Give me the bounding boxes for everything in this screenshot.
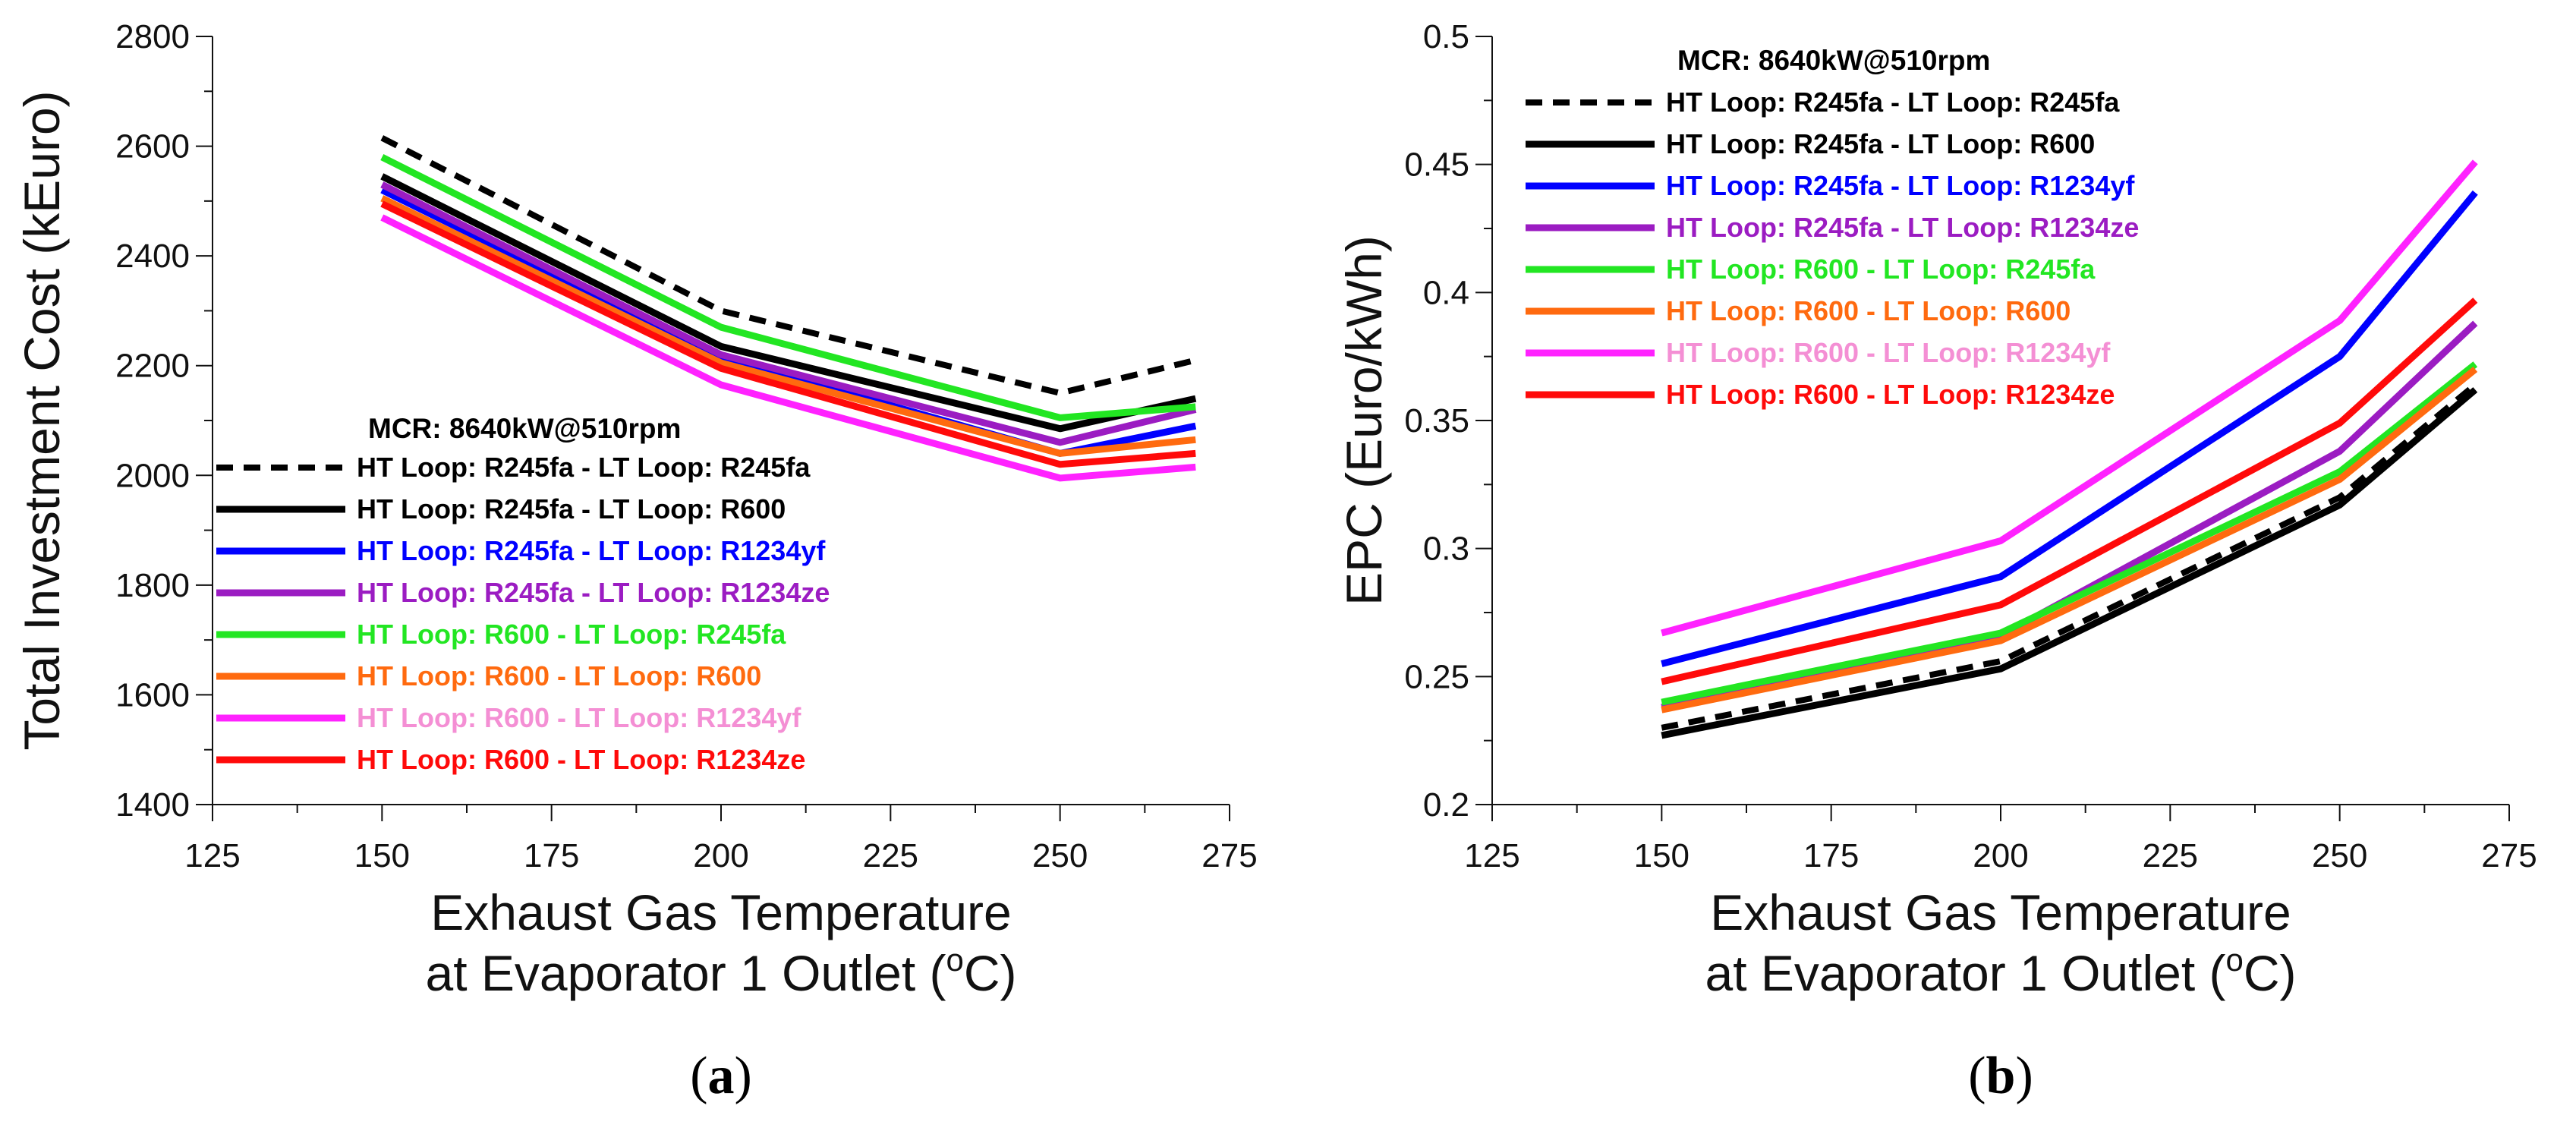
legend-label-2: HT Loop: R245fa - LT Loop: R600	[357, 493, 786, 524]
legend: MCR: 8640kW@510rpm HT Loop: R245fa - LT L…	[1526, 45, 2139, 410]
x-tick-label: 275	[2481, 837, 2537, 874]
y-tick-label: 2200	[115, 348, 190, 385]
x-tick-label: 250	[2312, 837, 2367, 874]
legend-label-8: HT Loop: R600 - LT Loop: R1234ze	[1666, 379, 2115, 410]
panel-label-letter: b	[1986, 1047, 2016, 1105]
panel-label: (a)	[690, 1047, 752, 1105]
y-tick-label: 0.3	[1423, 531, 1469, 568]
y-tick-label: 2600	[115, 128, 190, 165]
x-tick-label: 150	[354, 837, 410, 874]
x-tick-label: 125	[184, 837, 240, 874]
legend-label-1: HT Loop: R245fa - LT Loop: R245fa	[1666, 87, 2120, 118]
legend-label-4: HT Loop: R245fa - LT Loop: R1234ze	[1666, 212, 2139, 243]
x-axis-title-line2: at Evaporator 1 Outlet (oC)	[1705, 942, 2296, 1001]
series-line-6	[1661, 367, 2478, 713]
panel-label-close: )	[2015, 1047, 2033, 1105]
series-line-7	[1661, 159, 2478, 637]
x-axis-title-line2: at Evaporator 1 Outlet (oC)	[425, 942, 1016, 1001]
series-line-1	[1661, 382, 2477, 731]
panel-label-letter: a	[708, 1047, 735, 1105]
x-axis-title-line1: Exhaust Gas Temperature	[1710, 884, 2291, 940]
legend-label-6: HT Loop: R600 - LT Loop: R600	[1666, 295, 2071, 326]
x-tick-label: 175	[524, 837, 579, 874]
x-axis-title-line2-post: C)	[964, 945, 1017, 1001]
legend-title: MCR: 8640kW@510rpm	[1677, 45, 1990, 76]
x-axis-title-line2-pre: at Evaporator 1 Outlet (	[1705, 945, 2225, 1001]
x-tick-label: 175	[1803, 837, 1859, 874]
legend-label-5: HT Loop: R600 - LT Loop: R245fa	[1666, 254, 2096, 285]
legend-label-8: HT Loop: R600 - LT Loop: R1234ze	[357, 744, 805, 775]
y-axis-title: EPC (Euro/kWh)	[1336, 235, 1392, 606]
series-line-6	[380, 195, 1196, 457]
panel-label-open: (	[690, 1047, 707, 1105]
series-line-5	[380, 153, 1196, 421]
y-tick-label: 0.5	[1423, 18, 1469, 55]
legend-label-7: HT Loop: R600 - LT Loop: R1234yf	[357, 702, 801, 733]
chart-panel-b: 0.2 0.25 0.3 0.35 0.4 0.45 0.5 125 150 175 200 225 2…	[1336, 18, 2537, 1105]
series-line-2	[1661, 387, 2478, 739]
x-tick-label: 275	[1201, 837, 1257, 874]
x-tick-label: 150	[1634, 837, 1690, 874]
chart-panel-a: 1400 1600 1800 2000 2200 2400 2600 2800 125 150 17…	[14, 18, 1258, 1105]
legend-label-5: HT Loop: R600 - LT Loop: R245fa	[357, 619, 786, 650]
series-line-8	[380, 200, 1196, 468]
y-tick-label: 2800	[115, 18, 190, 55]
legend-label-6: HT Loop: R600 - LT Loop: R600	[357, 660, 761, 691]
x-axis-title-line2-sup: o	[946, 942, 964, 978]
legend-label-7: HT Loop: R600 - LT Loop: R1234yf	[1666, 337, 2111, 368]
panel-label-close: )	[735, 1047, 752, 1105]
x-axis-title-line2-pre: at Evaporator 1 Outlet (	[425, 945, 946, 1001]
legend-label-3: HT Loop: R245fa - LT Loop: R1234yf	[1666, 170, 2135, 201]
y-tick-label: 2000	[115, 457, 190, 494]
legend-title: MCR: 8640kW@510rpm	[368, 413, 681, 444]
x-tick-label: 200	[693, 837, 748, 874]
legend-label-1: HT Loop: R245fa - LT Loop: R245fa	[357, 452, 811, 483]
legend-label-3: HT Loop: R245fa - LT Loop: R1234yf	[357, 535, 826, 566]
panel-label: (b)	[1968, 1047, 2033, 1105]
x-tick-label: 225	[2143, 837, 2198, 874]
legend: MCR: 8640kW@510rpm HT Loop: R245fa - LT L…	[216, 413, 830, 775]
y-tick-label: 0.35	[1404, 402, 1469, 439]
series-line-7	[380, 214, 1196, 482]
y-tick-label: 2400	[115, 238, 190, 275]
y-tick-label: 0.4	[1423, 274, 1469, 311]
y-axis-title: Total Investment Cost (kEuro)	[14, 90, 70, 750]
x-axis-title-line2-post: C)	[2244, 945, 2297, 1001]
legend-label-2: HT Loop: R245fa - LT Loop: R600	[1666, 128, 2095, 159]
legend-label-4: HT Loop: R245fa - LT Loop: R1234ze	[357, 577, 830, 608]
y-tick-label: 1800	[115, 567, 190, 604]
x-tick-label: 200	[1973, 837, 2028, 874]
y-tick-label: 1400	[115, 786, 190, 824]
x-tick-label: 225	[863, 837, 918, 874]
panel-label-open: (	[1968, 1047, 1986, 1105]
series-line-5	[1661, 361, 2478, 706]
x-tick-label: 250	[1032, 837, 1088, 874]
y-tick-label: 0.25	[1404, 658, 1469, 695]
series-line-1	[380, 135, 1197, 396]
x-axis-title-line2-sup: o	[2226, 942, 2244, 978]
series-line-4	[380, 181, 1197, 446]
x-tick-label: 125	[1464, 837, 1519, 874]
y-tick-label: 0.45	[1404, 146, 1469, 184]
x-axis-title-line1: Exhaust Gas Temperature	[430, 884, 1012, 940]
y-tick-label: 0.2	[1423, 786, 1469, 824]
series-line-4	[1661, 320, 2478, 711]
series-line-3	[1661, 190, 2478, 667]
y-tick-label: 1600	[115, 676, 190, 713]
series-line-8	[1661, 298, 2478, 685]
